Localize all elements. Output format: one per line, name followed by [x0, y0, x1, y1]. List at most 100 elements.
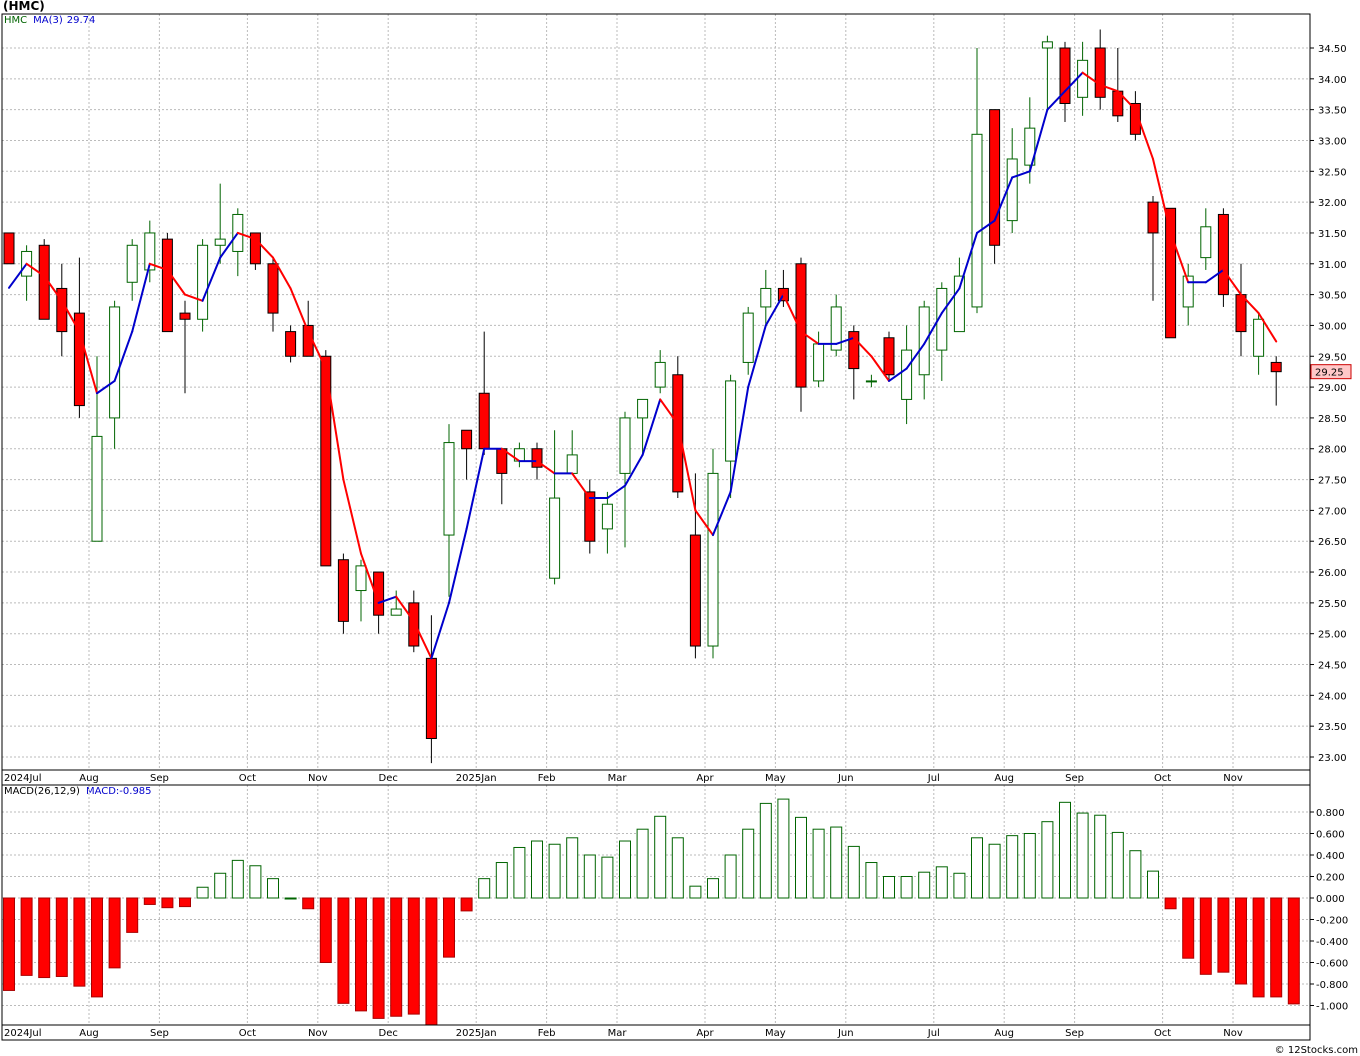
- candle-body: [408, 602, 420, 647]
- candle: [1235, 263, 1247, 357]
- candle: [21, 245, 33, 301]
- price-month-label: Dec: [379, 773, 398, 784]
- macd-bar: [3, 897, 15, 991]
- candle-body: [197, 244, 209, 320]
- candle-body: [848, 331, 860, 370]
- candle: [848, 325, 860, 400]
- ma3-segment: [113, 330, 134, 382]
- ma3-segment: [8, 262, 28, 289]
- macd-bar: [214, 872, 227, 899]
- price-tick-label: 28.50: [1318, 414, 1347, 425]
- price-tick-label: 29.50: [1318, 352, 1347, 363]
- ma3-segment: [166, 268, 186, 296]
- ma3-segment: [500, 447, 521, 463]
- ma3-segment: [905, 342, 926, 370]
- macd-bar: [1094, 814, 1107, 899]
- macd-month-label: May: [765, 1028, 786, 1039]
- price-tick-label: 25.00: [1318, 630, 1347, 641]
- macd-bar: [566, 837, 579, 899]
- macd-month-label: Oct: [1154, 1028, 1171, 1039]
- macd-bar: [1182, 897, 1195, 959]
- ma3-segment: [1081, 71, 1102, 86]
- price-month-label: Nov: [1223, 773, 1243, 784]
- macd-bar: [918, 871, 931, 899]
- candle-body: [584, 491, 596, 542]
- macd-bar: [20, 897, 33, 976]
- ma3-segment: [852, 336, 873, 358]
- ma3-segment: [131, 262, 151, 333]
- price-grid: [1, 14, 1310, 770]
- candle: [1006, 128, 1018, 233]
- ma3-segment: [694, 509, 714, 537]
- candle-body: [285, 331, 297, 357]
- candle-body: [989, 109, 1001, 246]
- macd-bar: [425, 897, 438, 1028]
- macd-bar: [355, 897, 367, 1012]
- macd-bar: [126, 897, 139, 933]
- candle-body: [1217, 213, 1229, 296]
- candle: [267, 257, 279, 332]
- ma3-segment: [1204, 268, 1225, 284]
- price-month-label: Apr: [696, 773, 714, 784]
- macd-bar: [601, 856, 614, 899]
- ma3-segment: [412, 620, 433, 660]
- macd-month-label: Jun: [837, 1028, 854, 1039]
- ma3-segment: [1028, 108, 1049, 173]
- macd-bar: [372, 897, 385, 1019]
- candle: [461, 429, 473, 480]
- ma3-segment: [1046, 90, 1066, 111]
- macd-bar: [55, 897, 68, 977]
- price-panel-frame: [1, 13, 1311, 771]
- candle: [214, 183, 226, 264]
- ma3-segment: [236, 231, 257, 241]
- ma3-segment: [307, 330, 327, 370]
- macd-bar: [1270, 897, 1283, 998]
- macd-bar: [1235, 897, 1247, 985]
- macd-bar: [460, 897, 473, 912]
- macd-tick-label: 0.400: [1316, 851, 1345, 862]
- price-tick-label: 29.00: [1318, 383, 1347, 394]
- candle: [725, 374, 737, 499]
- macd-bar: [830, 826, 843, 899]
- macd-month-label: 2025Jan: [456, 1028, 497, 1039]
- macd-bar: [583, 854, 596, 899]
- macd-bar: [548, 843, 561, 899]
- candle: [566, 430, 578, 474]
- macd-month-label: Apr: [696, 1028, 714, 1039]
- candle-body: [126, 244, 138, 283]
- price-tick-label: 33.00: [1318, 136, 1347, 147]
- candle-body: [672, 374, 684, 493]
- candle: [425, 615, 437, 764]
- macd-month-label: Oct: [239, 1028, 256, 1039]
- macd-bar: [531, 840, 543, 899]
- last-price-label: 29.25: [1315, 368, 1344, 379]
- candle-body: [654, 361, 666, 388]
- candle: [549, 430, 561, 585]
- price-month-label: Oct: [239, 773, 256, 784]
- ma3-segment: [870, 355, 890, 382]
- candle: [619, 411, 631, 548]
- ma3-segment: [536, 460, 556, 475]
- candle-body: [1094, 47, 1106, 98]
- candle-body: [883, 337, 895, 376]
- candle: [601, 491, 613, 554]
- ma3-segment: [1064, 71, 1084, 93]
- candle: [1217, 208, 1229, 307]
- macd-bar: [1199, 897, 1212, 975]
- price-month-label: May: [765, 773, 786, 784]
- last-price-box: [1310, 364, 1352, 380]
- candle-body: [109, 306, 121, 419]
- ma3-segment: [800, 330, 820, 345]
- price-tick-label: 30.50: [1318, 291, 1347, 302]
- ma3-segment: [219, 231, 239, 259]
- ma3-segment: [78, 330, 98, 395]
- candle-body: [443, 442, 455, 536]
- macd-bar: [196, 886, 209, 899]
- candle: [496, 448, 508, 505]
- macd-bar: [302, 897, 315, 910]
- candle: [161, 232, 173, 333]
- candle: [760, 269, 772, 326]
- ma3-segment: [571, 472, 591, 500]
- ma3-segment: [976, 219, 996, 234]
